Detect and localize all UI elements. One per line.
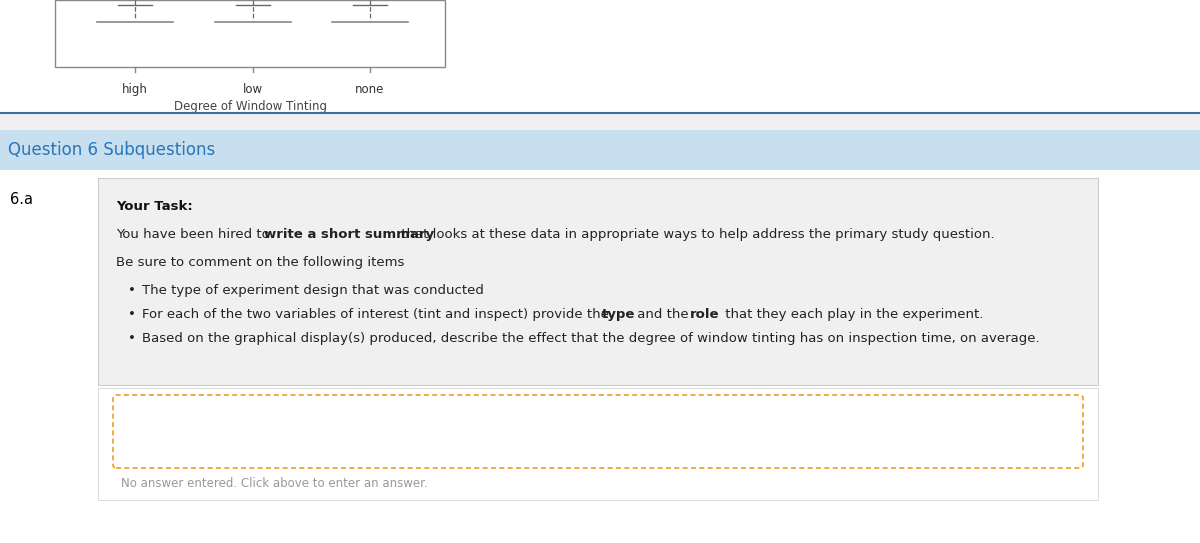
Bar — [55, 0, 445, 67]
Text: low: low — [242, 83, 263, 96]
Text: Degree of Window Tinting: Degree of Window Tinting — [174, 100, 326, 113]
FancyBboxPatch shape — [113, 395, 1084, 468]
Text: Your Task:: Your Task: — [116, 200, 193, 213]
Bar — [0, 130, 1200, 170]
Text: Based on the graphical display(s) produced, describe the effect that the degree : Based on the graphical display(s) produc… — [142, 332, 1039, 345]
Text: Question 6 Subquestions: Question 6 Subquestions — [8, 141, 215, 159]
Text: that they each play in the experiment.: that they each play in the experiment. — [721, 308, 983, 321]
Bar — [0, 113, 1200, 130]
Text: 6.a: 6.a — [10, 192, 34, 207]
Text: high: high — [122, 83, 148, 96]
Text: The type of experiment design that was conducted: The type of experiment design that was c… — [142, 284, 484, 297]
Text: that looks at these data in appropriate ways to help address the primary study q: that looks at these data in appropriate … — [397, 228, 995, 241]
Bar — [0, 0, 1200, 113]
Text: •: • — [128, 308, 136, 321]
Text: none: none — [355, 83, 385, 96]
Text: For each of the two variables of interest (tint and inspect) provide the: For each of the two variables of interes… — [142, 308, 613, 321]
Text: You have been hired to: You have been hired to — [116, 228, 274, 241]
Bar — [98, 178, 1098, 385]
Text: type: type — [602, 308, 635, 321]
Text: •: • — [128, 284, 136, 297]
Text: •: • — [128, 332, 136, 345]
Text: role: role — [690, 308, 720, 321]
Text: and the: and the — [634, 308, 692, 321]
Bar — [0, 170, 1200, 543]
Text: write a short summary: write a short summary — [264, 228, 434, 241]
Text: Be sure to comment on the following items: Be sure to comment on the following item… — [116, 256, 404, 269]
Text: No answer entered. Click above to enter an answer.: No answer entered. Click above to enter … — [121, 477, 427, 490]
Bar — [98, 388, 1098, 500]
